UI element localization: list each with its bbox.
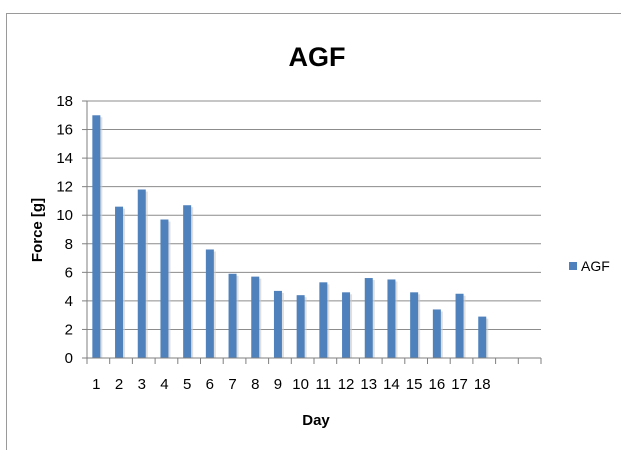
frame-border-top xyxy=(6,13,621,14)
y-tick-label: 12 xyxy=(56,179,73,196)
bar xyxy=(160,219,169,358)
x-tick-label: 9 xyxy=(274,376,282,393)
y-tick-label: 8 xyxy=(65,236,73,253)
bar xyxy=(478,316,487,358)
x-tick-label: 2 xyxy=(115,376,123,393)
bar xyxy=(228,273,237,358)
legend-label: AGF xyxy=(581,258,610,274)
legend: AGF xyxy=(569,258,610,274)
bar xyxy=(273,290,282,358)
bar xyxy=(342,292,351,358)
bar xyxy=(296,295,305,358)
y-tick-labels: 0 2 4 6 8 10 12 14 16 18 xyxy=(56,93,73,367)
bar xyxy=(251,276,260,358)
y-tick-label: 4 xyxy=(65,293,73,310)
frame-border-left xyxy=(6,13,7,450)
x-tick-label: 5 xyxy=(183,376,191,393)
bar xyxy=(205,249,214,358)
bar xyxy=(410,292,419,358)
x-tick-label: 1 xyxy=(92,376,100,393)
x-tick-labels: 1 2 3 4 5 6 7 8 9 10 11 12 13 14 15 16 17 18 xyxy=(92,376,490,393)
chart-title: AGF xyxy=(289,42,346,72)
x-tick-label: 18 xyxy=(474,376,491,393)
bar xyxy=(432,309,441,358)
x-tick-label: 3 xyxy=(138,376,146,393)
x-tick-label: 15 xyxy=(406,376,423,393)
x-tick-label: 8 xyxy=(251,376,259,393)
y-tick-label: 6 xyxy=(65,264,73,281)
bar xyxy=(137,189,146,358)
y-tick-label: 18 xyxy=(56,93,73,110)
bar xyxy=(319,282,328,358)
y-tick-label: 2 xyxy=(65,321,73,338)
y-tick-label: 0 xyxy=(65,350,73,367)
x-tick-label: 10 xyxy=(292,376,309,393)
bar xyxy=(364,278,373,358)
legend-swatch xyxy=(569,262,577,270)
x-tick-label: 13 xyxy=(360,376,377,393)
y-axis-title: Force [g] xyxy=(29,198,46,262)
axes xyxy=(82,100,542,364)
bar xyxy=(183,205,192,358)
x-tick-label: 7 xyxy=(228,376,236,393)
y-tick-label: 14 xyxy=(56,150,73,167)
bar xyxy=(455,293,464,358)
x-tick-label: 4 xyxy=(160,376,168,393)
bar xyxy=(92,115,101,359)
x-axis-title: Day xyxy=(302,412,330,429)
x-tick-label: 17 xyxy=(451,376,468,393)
x-tick-label: 14 xyxy=(383,376,400,393)
y-tick-label: 16 xyxy=(56,122,73,139)
bars xyxy=(92,115,489,359)
x-tick-label: 12 xyxy=(338,376,355,393)
y-tick-label: 10 xyxy=(56,207,73,224)
bar xyxy=(115,206,124,358)
x-tick-label: 6 xyxy=(206,376,214,393)
x-tick-label: 16 xyxy=(429,376,446,393)
gridlines xyxy=(87,100,541,330)
x-tick-label: 11 xyxy=(316,376,332,393)
bar xyxy=(387,279,396,358)
